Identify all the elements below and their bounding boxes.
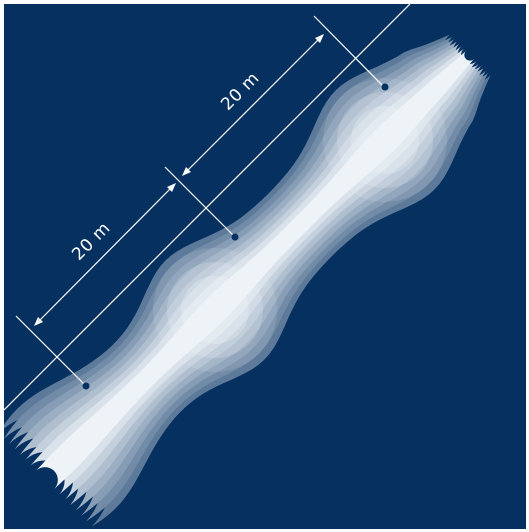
tick-line-source-1	[15, 315, 87, 387]
arrowhead-lower-end	[167, 183, 176, 192]
concentration-band-8	[35, 51, 475, 490]
concentration-plume	[4, 34, 491, 527]
arrowhead-upper-start	[182, 167, 191, 176]
dimension-arrow-lower	[37, 186, 173, 323]
source-dot-3	[381, 83, 389, 91]
arrowhead-upper-end	[315, 34, 324, 43]
puff-1-1	[153, 248, 277, 372]
arrowhead-lower-start	[34, 317, 43, 326]
dimension-arrow-upper	[185, 37, 321, 173]
source-dot-1	[82, 382, 90, 390]
puff-1-3	[181, 276, 249, 344]
puff-2-1	[323, 78, 447, 202]
puff-1-2	[167, 262, 263, 358]
tick-line-source-2	[164, 166, 236, 238]
tick-line-source-3	[313, 15, 385, 88]
puff-2-2	[337, 92, 433, 188]
puff-2-3	[351, 106, 419, 174]
source-dot-2	[231, 233, 239, 241]
source-line	[4, 4, 411, 411]
